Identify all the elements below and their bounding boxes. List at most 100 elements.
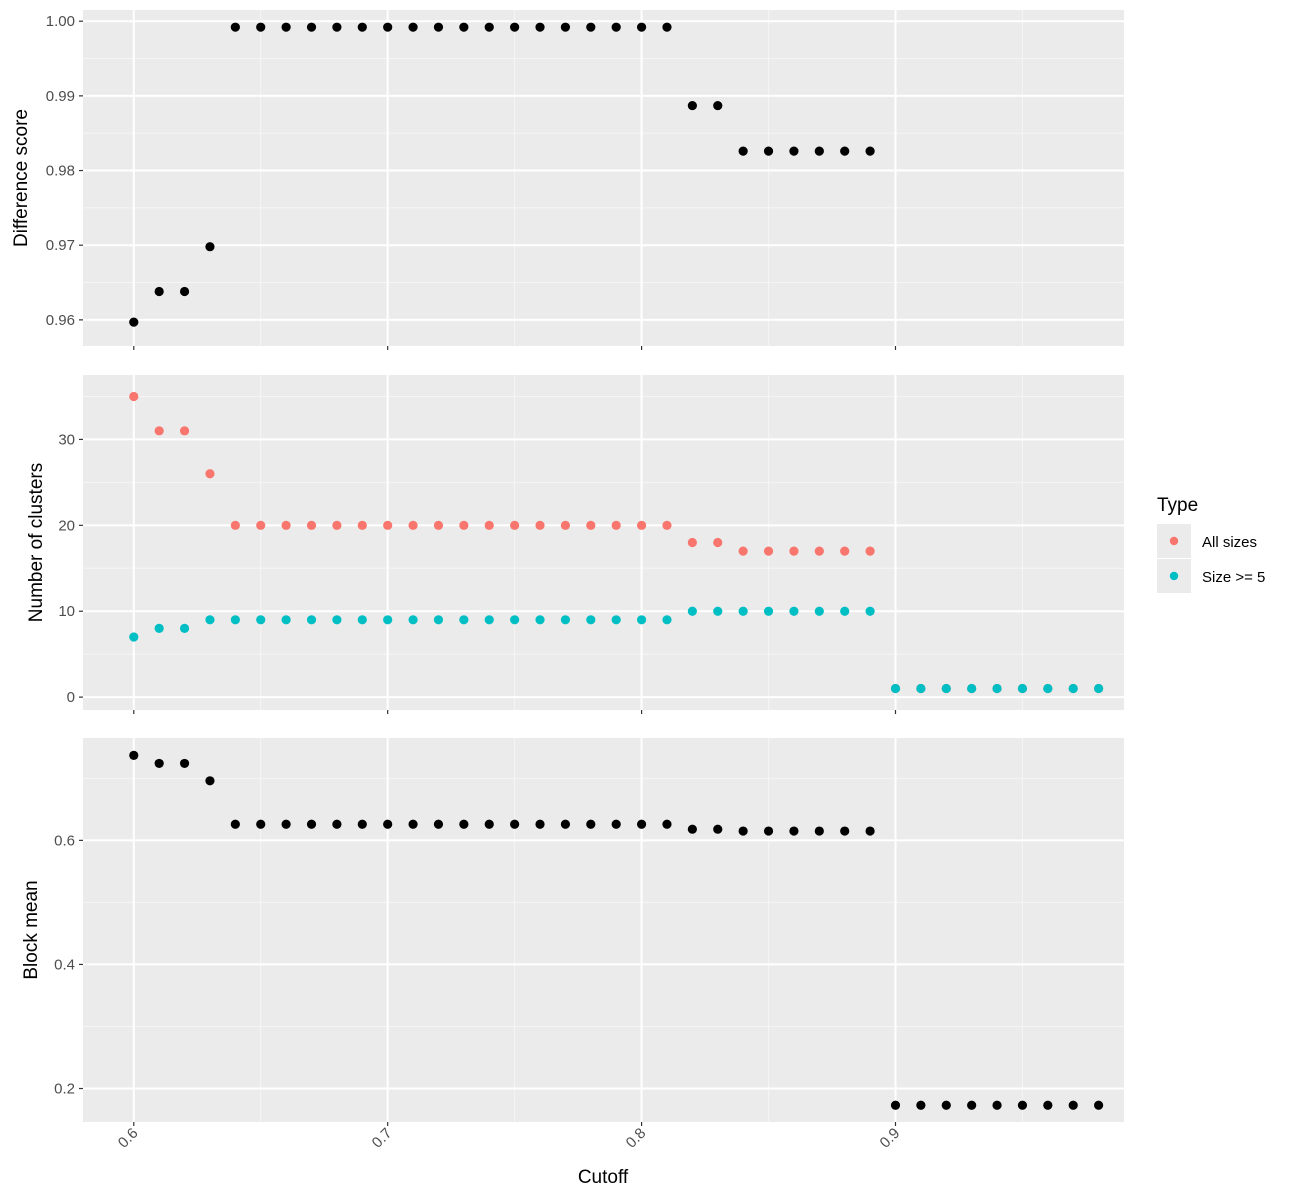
- y-tick-label: 1.00: [46, 13, 75, 30]
- legend: Type All sizes Size >= 5: [1157, 495, 1265, 593]
- data-point: [738, 146, 748, 156]
- data-point: [332, 615, 342, 625]
- data-point: [484, 520, 494, 530]
- panel-2: 0 10 20 30 Number of clusters: [26, 375, 1124, 714]
- y-tick-label: 20: [58, 517, 75, 534]
- data-point: [916, 1100, 926, 1110]
- data-point: [256, 520, 266, 530]
- data-point: [357, 819, 367, 829]
- data-point: [459, 819, 469, 829]
- data-point: [941, 1100, 951, 1110]
- data-point: [433, 615, 444, 625]
- data-point: [941, 683, 951, 694]
- data-point: [205, 615, 215, 625]
- data-point: [1094, 1100, 1104, 1110]
- data-point: [306, 22, 317, 32]
- data-point: [1094, 683, 1104, 694]
- data-point: [916, 683, 926, 694]
- data-point: [357, 520, 367, 530]
- data-point: [357, 22, 367, 32]
- data-point: [992, 683, 1002, 694]
- y-tick-label: 0: [67, 689, 75, 706]
- data-point: [129, 391, 139, 402]
- data-point: [1017, 683, 1028, 694]
- series-2: [129, 606, 1104, 694]
- data-point: [433, 22, 444, 32]
- data-point: [256, 819, 266, 829]
- y-axis-title: Difference score: [11, 109, 32, 247]
- data-point: [459, 615, 469, 625]
- data-point: [611, 520, 621, 530]
- data-point: [789, 826, 799, 836]
- data-point: [154, 286, 164, 297]
- data-point: [306, 520, 317, 530]
- x-tick-label: 0.6: [115, 1125, 142, 1152]
- data-point: [281, 22, 291, 32]
- data-point: [383, 520, 393, 530]
- data-point: [789, 146, 799, 156]
- data-point: [814, 826, 824, 836]
- data-point: [560, 819, 571, 829]
- data-point: [383, 615, 393, 625]
- data-point: [763, 826, 774, 836]
- series-1: [129, 391, 1104, 694]
- x-axis-title: Cutoff: [578, 1167, 629, 1188]
- data-point: [459, 520, 469, 530]
- data-point: [535, 22, 545, 32]
- data-point: [763, 546, 774, 556]
- data-point: [179, 426, 190, 436]
- data-point: [256, 615, 266, 625]
- data-point: [840, 606, 850, 616]
- data-point: [306, 819, 317, 829]
- y-tick-label: 10: [58, 603, 75, 620]
- data-point: [281, 615, 291, 625]
- data-point: [408, 819, 418, 829]
- legend-label-size-5: Size >= 5: [1202, 569, 1265, 586]
- data-point: [230, 819, 240, 829]
- data-point: [586, 22, 596, 32]
- data-point: [687, 100, 697, 111]
- data-point: [814, 606, 824, 616]
- data-point: [230, 615, 240, 625]
- y-tick-label: 30: [58, 431, 75, 448]
- data-point: [205, 242, 215, 252]
- data-point: [560, 22, 571, 32]
- data-point: [738, 606, 748, 616]
- data-point: [408, 22, 418, 32]
- data-point: [560, 520, 571, 530]
- data-point: [662, 819, 672, 829]
- data-point: [738, 546, 748, 556]
- x-tick-label: 0.7: [369, 1125, 396, 1152]
- data-point: [357, 615, 367, 625]
- data-point: [510, 819, 520, 829]
- data-point: [687, 824, 697, 834]
- data-point: [738, 826, 748, 836]
- data-point: [713, 824, 723, 834]
- data-point: [687, 537, 697, 548]
- x-tick-label: 0.8: [623, 1125, 650, 1152]
- panel-background: [83, 375, 1124, 710]
- data-point: [179, 286, 190, 297]
- data-point: [1043, 1100, 1053, 1110]
- y-tick-label: 0.2: [54, 1081, 75, 1098]
- data-point: [154, 426, 164, 436]
- data-point: [230, 520, 240, 530]
- data-point: [713, 100, 723, 111]
- data-point: [865, 606, 875, 616]
- data-point: [763, 146, 774, 156]
- panel-background: [83, 738, 1124, 1122]
- data-point: [865, 826, 875, 836]
- y-axis-title: Number of clusters: [26, 463, 47, 622]
- data-point: [459, 22, 469, 32]
- legend-dot-size-5: [1169, 571, 1179, 581]
- data-point: [129, 750, 139, 760]
- legend-dot-all-sizes: [1169, 536, 1179, 546]
- data-point: [967, 683, 977, 694]
- panels: 0.96 0.97 0.98 0.99 1.00 Difference score 0 10 2…: [11, 10, 1124, 1152]
- data-point: [1017, 1100, 1028, 1110]
- data-point: [383, 819, 393, 829]
- data-point: [1068, 683, 1078, 694]
- data-point: [662, 520, 672, 530]
- series-1: [129, 22, 875, 327]
- data-point: [662, 615, 672, 625]
